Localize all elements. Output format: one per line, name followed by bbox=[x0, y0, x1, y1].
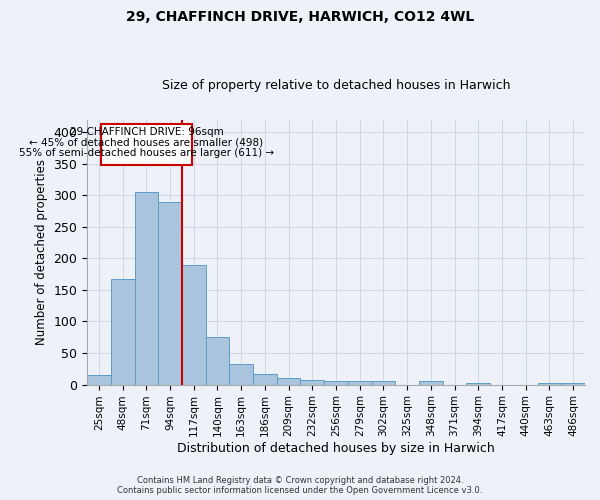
Bar bbox=[277, 378, 301, 384]
Bar bbox=[371, 382, 395, 384]
Bar bbox=[253, 374, 277, 384]
Text: 29, CHAFFINCH DRIVE, HARWICH, CO12 4WL: 29, CHAFFINCH DRIVE, HARWICH, CO12 4WL bbox=[126, 10, 474, 24]
Bar bbox=[182, 264, 206, 384]
Text: ← 45% of detached houses are smaller (498): ← 45% of detached houses are smaller (49… bbox=[29, 138, 263, 147]
Text: Contains HM Land Registry data © Crown copyright and database right 2024.
Contai: Contains HM Land Registry data © Crown c… bbox=[118, 476, 482, 495]
Bar bbox=[134, 192, 158, 384]
Bar bbox=[324, 382, 348, 384]
X-axis label: Distribution of detached houses by size in Harwich: Distribution of detached houses by size … bbox=[177, 442, 495, 455]
Bar bbox=[301, 380, 324, 384]
Bar bbox=[87, 375, 111, 384]
Bar bbox=[419, 382, 443, 384]
Text: 29 CHAFFINCH DRIVE: 96sqm: 29 CHAFFINCH DRIVE: 96sqm bbox=[70, 127, 223, 137]
Bar bbox=[206, 336, 229, 384]
Y-axis label: Number of detached properties: Number of detached properties bbox=[35, 159, 48, 345]
Bar bbox=[466, 382, 490, 384]
Bar bbox=[111, 279, 134, 384]
Bar bbox=[348, 382, 371, 384]
FancyBboxPatch shape bbox=[101, 124, 192, 165]
Bar bbox=[229, 364, 253, 384]
Bar bbox=[158, 202, 182, 384]
Title: Size of property relative to detached houses in Harwich: Size of property relative to detached ho… bbox=[162, 79, 510, 92]
Text: 55% of semi-detached houses are larger (611) →: 55% of semi-detached houses are larger (… bbox=[19, 148, 274, 158]
